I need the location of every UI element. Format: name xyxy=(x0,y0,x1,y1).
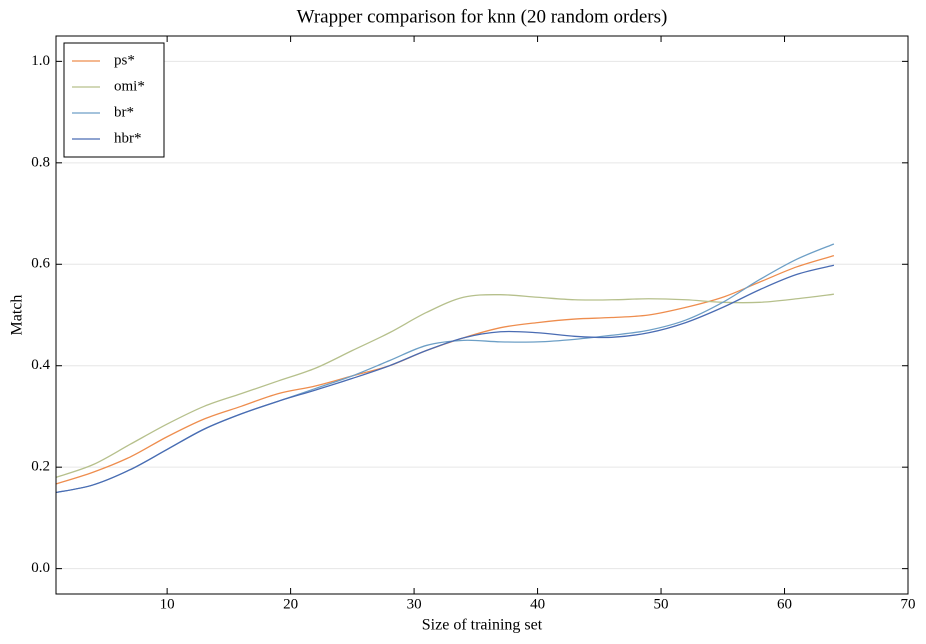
x-tick-label: 10 xyxy=(160,596,175,612)
x-axis-label: Size of training set xyxy=(422,617,543,634)
line xyxy=(55,293,834,478)
line xyxy=(55,255,835,485)
y-tick-label: 0.6 xyxy=(31,256,50,272)
y-tick-label: 0.4 xyxy=(31,357,50,373)
line xyxy=(55,264,835,494)
legend-label: hbr* xyxy=(114,130,142,146)
legend-box xyxy=(63,42,165,158)
legend-label: omi* xyxy=(114,78,145,94)
line xyxy=(55,243,835,494)
chart-title: Wrapper comparison for knn (20 random or… xyxy=(297,6,668,27)
y-tick-label: 0.0 xyxy=(31,560,50,576)
y-tick-label: 0.2 xyxy=(31,459,50,475)
x-tick-label: 40 xyxy=(530,596,545,612)
x-tick-label: 70 xyxy=(901,596,916,612)
y-tick-label: 0.8 xyxy=(31,154,50,170)
plot-frame xyxy=(55,35,909,595)
x-tick-label: 20 xyxy=(283,596,298,612)
x-tick-label: 60 xyxy=(777,596,792,612)
x-tick-label: 50 xyxy=(654,596,669,612)
y-tick-label: 1.0 xyxy=(31,53,50,69)
legend: ps* omi* br* hbr* xyxy=(63,42,165,158)
x-tick-label: 30 xyxy=(407,596,422,612)
y-axis-label: Match xyxy=(9,295,26,336)
legend-label: ps* xyxy=(114,52,135,68)
legend-label: br* xyxy=(114,104,134,120)
